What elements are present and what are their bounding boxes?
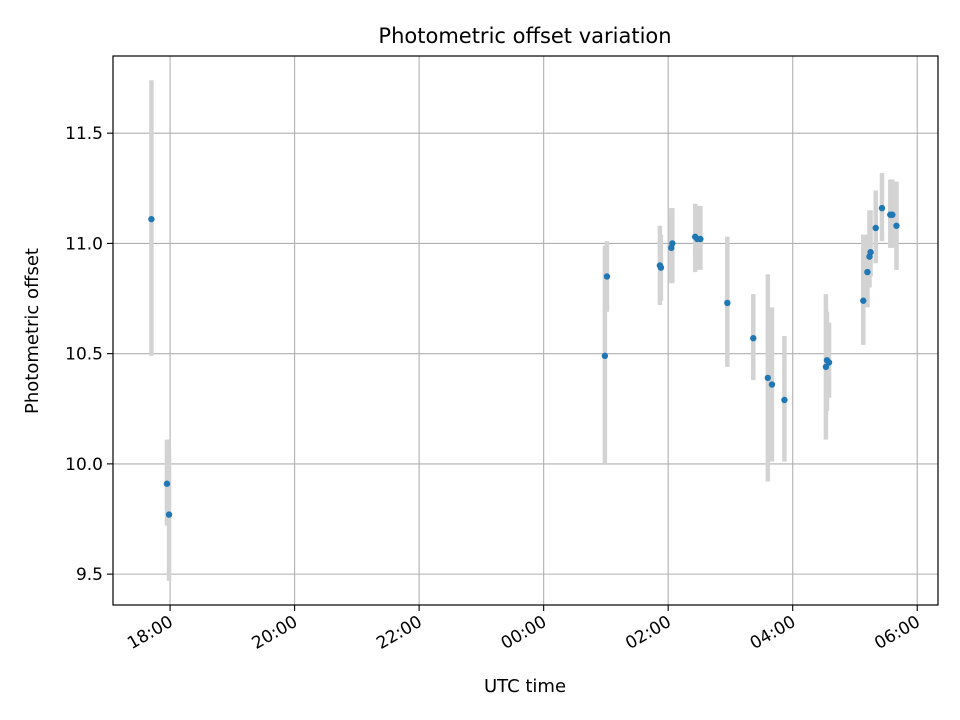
data-point: [657, 264, 665, 271]
data-point: [750, 335, 757, 342]
data-point: [893, 222, 900, 229]
data-point: [872, 224, 879, 232]
grid: [113, 56, 938, 605]
data-point: [148, 215, 155, 223]
x-axis-label: UTC time: [484, 676, 566, 697]
data-point: [764, 374, 772, 382]
data-point: [724, 299, 731, 307]
data-point: [860, 297, 867, 304]
y-axis-label: Photometric offset: [22, 248, 43, 414]
data-point: [889, 211, 896, 218]
data-point: [864, 268, 871, 276]
y-axis-ticks: 9.5 10.0 10.5 11.0 11.5: [65, 124, 113, 585]
data-points: [148, 204, 900, 518]
y-tick-label: 9.5: [76, 565, 103, 585]
data-point: [781, 396, 788, 404]
y-tick-label: 11.0: [65, 234, 103, 254]
data-point: [768, 381, 776, 388]
data-point: [603, 273, 611, 280]
y-tick-label: 10.5: [65, 345, 103, 365]
data-point: [878, 204, 886, 212]
data-point: [601, 352, 609, 360]
data-point: [867, 249, 874, 256]
y-tick-label: 10.0: [65, 455, 103, 475]
y-tick-label: 11.5: [65, 124, 103, 144]
data-point: [669, 240, 676, 247]
data-point: [825, 359, 833, 366]
data-point: [697, 235, 704, 243]
plot-frame: [112, 55, 939, 606]
data-point: [163, 480, 171, 487]
chart-title: Photometric offset variation: [378, 24, 671, 48]
data-point: [165, 511, 173, 518]
